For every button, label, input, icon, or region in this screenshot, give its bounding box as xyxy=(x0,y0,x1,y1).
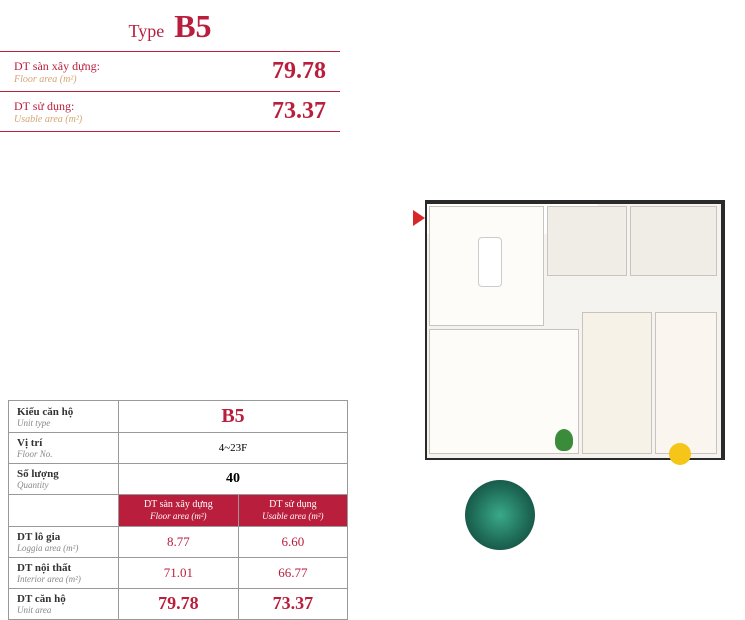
rug-icon xyxy=(465,480,535,550)
table-row: DT nội thất Interior area (m²) 71.01 66.… xyxy=(9,557,348,588)
header-block: Type B5 DT sàn xây dựng: Floor area (m²)… xyxy=(0,0,340,132)
label-en: Unit type xyxy=(17,418,110,428)
table-row: DT căn hộ Unit area 79.78 73.37 xyxy=(9,588,348,619)
metric-en-label: Usable area (m²) xyxy=(14,114,82,125)
label-vn: Số lượng xyxy=(17,468,110,480)
table-row: Kiểu căn hộ Unit type B5 xyxy=(9,401,348,433)
metric-row-floor-area: DT sàn xây dựng: Floor area (m²) 79.78 xyxy=(0,51,340,91)
col-header-floor-area: DT sàn xây dựng Floor area (m²) xyxy=(119,495,239,527)
hdr-vn: DT sàn xây dựng xyxy=(144,499,213,510)
room-bedroom-1 xyxy=(582,312,652,454)
metric-en-label: Floor area (m²) xyxy=(14,74,100,85)
val: 73.37 xyxy=(273,593,314,613)
row-label-loggia: DT lô gia Loggia area (m²) xyxy=(9,526,119,557)
type-label: Type xyxy=(128,21,164,41)
room-kitchen xyxy=(429,206,544,326)
entry-marker-icon xyxy=(413,210,425,226)
table-row: Vị trí Floor No. 4~23F xyxy=(9,433,348,464)
metric-value: 73.37 xyxy=(272,98,326,125)
cell-value: 79.78 xyxy=(119,588,239,619)
room-bathroom-2 xyxy=(630,206,717,276)
label-vn: Vị trí xyxy=(17,437,110,449)
val: 6.60 xyxy=(281,534,304,549)
hdr-en: Usable area (m²) xyxy=(247,511,339,522)
cell-value: 71.01 xyxy=(119,557,239,588)
val: 8.77 xyxy=(167,534,190,549)
metric-vn-label: DT sàn xây dựng: xyxy=(14,59,100,74)
table-row-headers: DT sàn xây dựng Floor area (m²) DT sử dụ… xyxy=(9,495,348,527)
label-en: Interior area (m²) xyxy=(17,574,110,584)
spec-table: Kiểu căn hộ Unit type B5 Vị trí Floor No… xyxy=(8,400,348,620)
table-row: DT lô gia Loggia area (m²) 8.77 6.60 xyxy=(9,526,348,557)
type-title: Type B5 xyxy=(0,8,340,45)
label-vn: DT nội thất xyxy=(17,562,110,574)
cell-value: 40 xyxy=(226,471,240,486)
label-vn: DT căn hộ xyxy=(17,593,110,605)
cell-value: B5 xyxy=(221,405,244,427)
label-en: Quantity xyxy=(17,480,110,490)
metric-row-usable-area: DT sử dụng: Usable area (m²) 73.37 xyxy=(0,91,340,132)
val: 66.77 xyxy=(278,565,307,580)
cell-quantity: 40 xyxy=(119,464,348,495)
hdr-en: Floor area (m²) xyxy=(127,511,230,522)
cell-value: 73.37 xyxy=(238,588,347,619)
metric-vn-label: DT sử dụng: xyxy=(14,99,82,114)
label-en: Floor No. xyxy=(17,449,110,459)
cell-value: 6.60 xyxy=(238,526,347,557)
col-header-usable-area: DT sử dụng Usable area (m²) xyxy=(238,495,347,527)
cell-value: 66.77 xyxy=(238,557,347,588)
room-bedroom-2 xyxy=(655,312,717,454)
metric-labels: DT sử dụng: Usable area (m²) xyxy=(14,99,82,125)
row-label-floor-no: Vị trí Floor No. xyxy=(9,433,119,464)
cell-value: 8.77 xyxy=(119,526,239,557)
metric-labels: DT sàn xây dựng: Floor area (m²) xyxy=(14,59,100,85)
cell-unit-type: B5 xyxy=(119,401,348,433)
cell-floor-no: 4~23F xyxy=(119,433,348,464)
accent-circle-icon xyxy=(669,443,691,465)
label-vn: DT lô gia xyxy=(17,531,110,543)
row-label-unit-type: Kiểu căn hộ Unit type xyxy=(9,401,119,433)
label-en: Unit area xyxy=(17,605,110,615)
table-row: Số lượng Quantity 40 xyxy=(9,464,348,495)
row-label-interior: DT nội thất Interior area (m²) xyxy=(9,557,119,588)
plant-icon xyxy=(555,429,573,451)
empty-cell xyxy=(9,495,119,527)
row-label-unit-area: DT căn hộ Unit area xyxy=(9,588,119,619)
label-vn: Kiểu căn hộ xyxy=(17,406,110,418)
floor-plan xyxy=(425,200,725,460)
type-code: B5 xyxy=(174,8,211,44)
val: 79.78 xyxy=(158,593,199,613)
room-bathroom-1 xyxy=(547,206,627,276)
hdr-vn: DT sử dụng xyxy=(269,499,316,510)
label-en: Loggia area (m²) xyxy=(17,543,110,553)
dining-table-icon xyxy=(478,237,502,287)
val: 71.01 xyxy=(164,565,193,580)
floor-plan-frame xyxy=(425,200,725,460)
metric-value: 79.78 xyxy=(272,58,326,85)
row-label-quantity: Số lượng Quantity xyxy=(9,464,119,495)
